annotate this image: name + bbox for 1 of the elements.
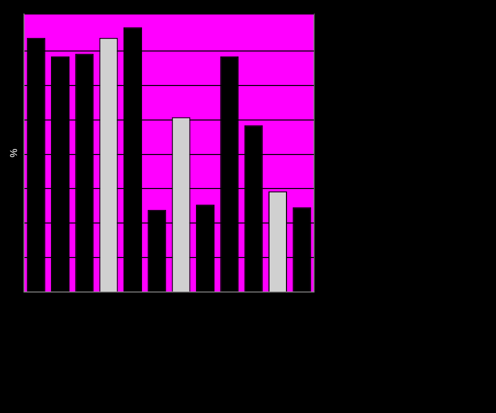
y-axis-title: % <box>8 148 20 158</box>
